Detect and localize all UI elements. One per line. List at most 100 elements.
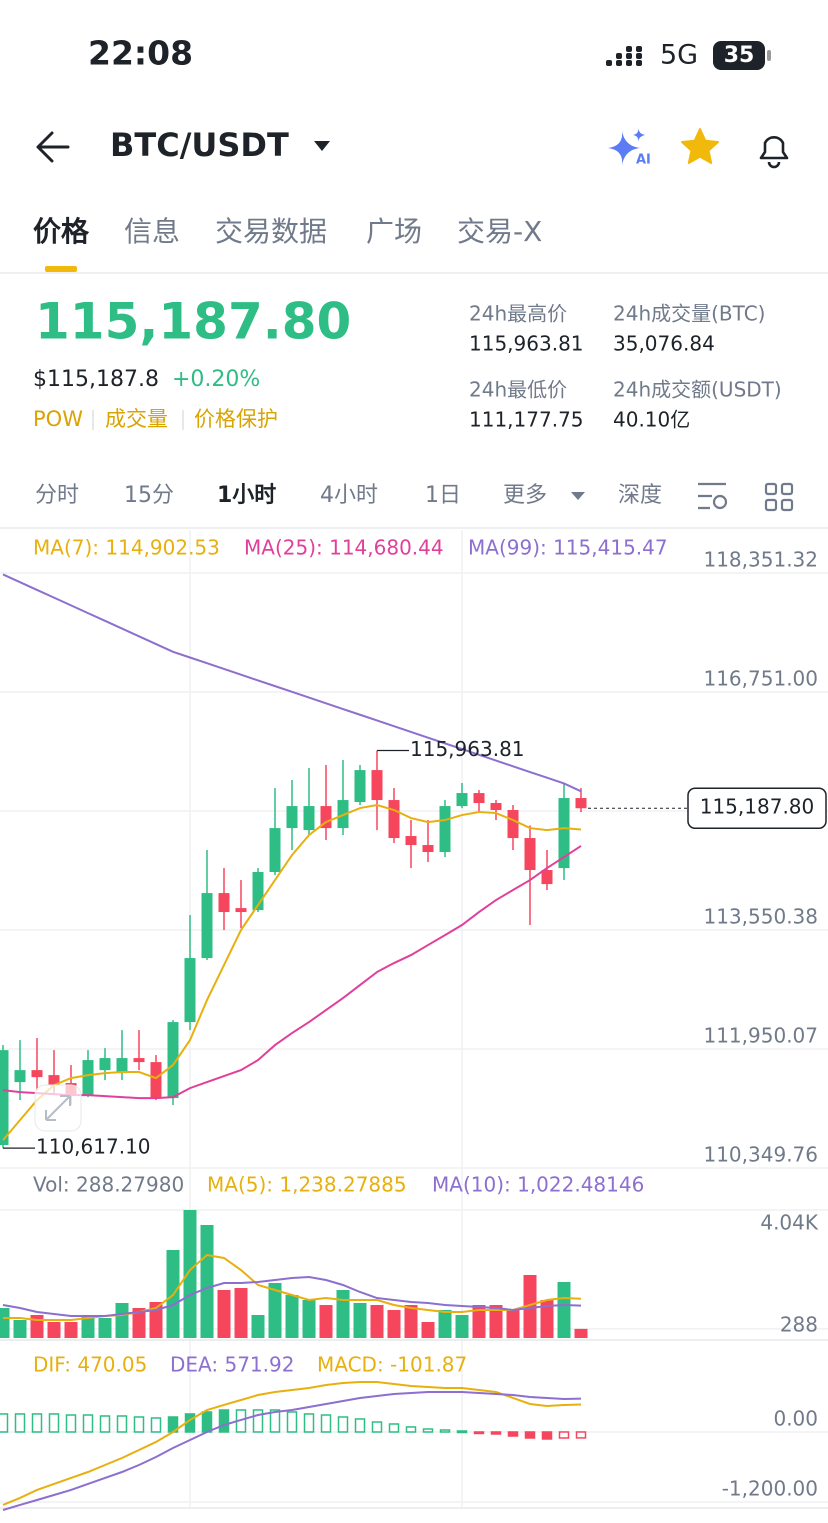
macd-bar: [575, 1431, 587, 1439]
macd-bar: [473, 1431, 485, 1435]
candle-body: [235, 908, 247, 913]
macd-bar: [320, 1414, 332, 1433]
candle-body: [116, 1058, 128, 1074]
stat-value: 35,076.84: [613, 332, 715, 356]
tag[interactable]: 价格保护: [194, 407, 278, 431]
ai-badge: AI: [636, 153, 651, 168]
interval[interactable]: 分时: [35, 483, 79, 508]
tab[interactable]: 广场: [366, 215, 422, 248]
candle-body: [0, 1050, 9, 1146]
volume-bar: [319, 1305, 333, 1338]
candle-body: [184, 958, 196, 1023]
favorite-star[interactable]: [681, 128, 719, 164]
volume-bar: [200, 1225, 214, 1338]
alert-bell[interactable]: [759, 136, 789, 169]
volume-bar: [64, 1321, 78, 1338]
volume-bar: [523, 1275, 537, 1338]
tag[interactable]: 成交量: [105, 407, 168, 431]
macd-bar: [269, 1409, 281, 1433]
ai-icon[interactable]: [608, 130, 640, 166]
macd-bar: [405, 1426, 417, 1433]
volume-bar: [285, 1294, 299, 1338]
interval[interactable]: 15分: [124, 483, 174, 508]
candle-body: [99, 1058, 111, 1071]
macd-legend: DIF: 470.05: [33, 1353, 147, 1377]
stat-label: 24h最低价: [469, 378, 567, 402]
candle-body: [303, 806, 315, 831]
volume-bar: [251, 1314, 265, 1338]
stat-label: 24h最高价: [469, 302, 567, 326]
candle-body: [371, 770, 383, 801]
macd-bar: [65, 1414, 77, 1433]
interval[interactable]: 1日: [425, 483, 461, 508]
pair-title[interactable]: BTC/USDT: [110, 126, 289, 164]
candle-body: [422, 845, 434, 853]
more-dropdown[interactable]: [571, 492, 585, 500]
volume-bar: [387, 1309, 401, 1338]
candle-body: [14, 1070, 26, 1083]
interval[interactable]: 4小时: [320, 483, 378, 508]
ma-line: [2, 573, 582, 793]
interval[interactable]: 更多: [503, 483, 547, 508]
macd-bar: [218, 1409, 230, 1433]
y-tick-label: 288: [780, 1313, 818, 1337]
macd-bar: [337, 1416, 349, 1433]
volume-bar: [234, 1287, 248, 1338]
ai-sparkle: [633, 128, 645, 142]
volume-bar: [0, 1307, 10, 1338]
tab[interactable]: 交易-X: [457, 215, 542, 248]
candle-body: [456, 793, 468, 807]
status-time: 22:08: [88, 34, 193, 73]
battery-cap: [767, 50, 771, 61]
macd-bar: [0, 1413, 9, 1433]
ma-legend: MA(99): 115,415.47: [468, 536, 668, 560]
volume-bar: [540, 1300, 554, 1338]
signal-icon: [606, 46, 642, 66]
annotation-label: 110,617.10: [36, 1135, 151, 1159]
candle-body: [541, 870, 553, 885]
battery-icon: [713, 41, 765, 70]
tag[interactable]: POW: [33, 407, 83, 431]
indicator-settings[interactable]: [698, 482, 728, 510]
macd-bar: [99, 1415, 111, 1433]
macd-bar: [371, 1421, 383, 1433]
stat-value: 115,963.81: [469, 332, 584, 356]
candle-body: [354, 770, 366, 803]
macd-bar: [252, 1409, 264, 1433]
macd-bar: [150, 1417, 162, 1433]
macd-bar: [303, 1413, 315, 1433]
macd-bar: [490, 1431, 502, 1435]
candle-body: [558, 798, 570, 869]
stat-label: 24h成交额(USDT): [613, 378, 782, 402]
candle-body: [320, 806, 332, 829]
volume-bar: [421, 1321, 435, 1338]
volume-bar: [472, 1305, 486, 1338]
macd-bar: [456, 1430, 468, 1434]
pair-dropdown[interactable]: [314, 141, 330, 151]
macd-bar: [422, 1428, 434, 1433]
volume-bar: [132, 1307, 146, 1338]
macd-bar: [133, 1416, 145, 1433]
layout-toggle[interactable]: [764, 482, 794, 512]
tab[interactable]: 价格: [33, 215, 90, 248]
volume-bar: [302, 1300, 316, 1338]
candle-body: [269, 828, 281, 873]
y-tick-label: 113,550.38: [703, 905, 818, 929]
tab[interactable]: 信息: [124, 215, 180, 248]
macd-bar: [558, 1431, 570, 1439]
candle-body: [507, 810, 519, 839]
macd-bar: [31, 1413, 43, 1433]
interval[interactable]: 深度: [618, 483, 662, 508]
candle-body: [405, 836, 417, 846]
volume-legend: Vol: 288.27980: [33, 1173, 184, 1197]
zoom-button[interactable]: [34, 1084, 82, 1132]
macd-bar: [48, 1413, 60, 1433]
last-price: 115,187.80: [35, 293, 351, 351]
macd-bar: [354, 1418, 366, 1433]
ma-line: [2, 804, 582, 1141]
back-button[interactable]: [36, 131, 70, 163]
interval[interactable]: 1小时: [217, 483, 276, 508]
volume-bar: [217, 1289, 231, 1338]
tab[interactable]: 交易数据: [215, 215, 327, 248]
volume-ma-legend: MA(10): 1,022.48146: [432, 1173, 644, 1197]
